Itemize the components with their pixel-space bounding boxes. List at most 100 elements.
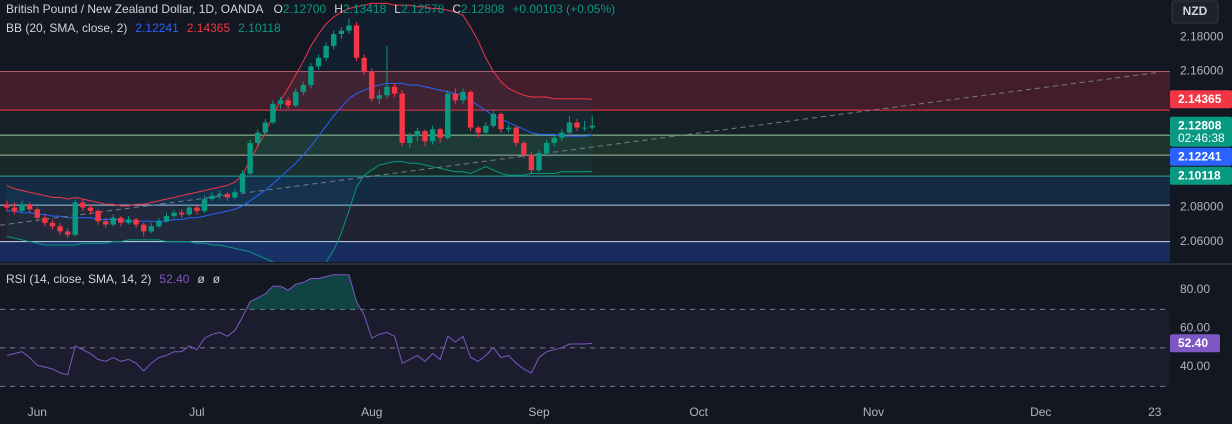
candle-body [277,100,284,104]
rsi-line [6,274,593,376]
candle-body [201,199,208,211]
candle-body [178,212,185,215]
legend-row: BB (20, SMA, close, 2) 2.12241 2.14365 2.10… [6,21,281,35]
candle-body [528,154,535,171]
candle-body [414,131,421,137]
x-tick-label: Sep [528,405,550,419]
rsi-label-box [1170,334,1220,353]
candle-body [475,127,481,133]
rsi-tick-label: 40.00 [1180,359,1210,373]
candle-body [194,207,200,211]
currency-button[interactable] [1171,0,1219,24]
candle-body [186,207,192,215]
currency: NZD [1183,4,1208,18]
candle-body [133,219,139,225]
candle-body [171,212,177,217]
bb-name: BB (20, SMA, close, 2) [6,21,127,35]
candle-body [293,91,299,106]
ohlc-value: 2.12808 [461,2,505,16]
candle-body [346,25,352,31]
candle-body [429,129,436,142]
candle-body [338,30,345,35]
rsi-name: RSI (14, close, SMA, 14, 2) [6,272,151,286]
x-tick-label: Dec [1030,405,1051,419]
candle-body [247,142,253,174]
candle-body [125,219,132,223]
price-label-box [1170,166,1232,185]
x-tick-label: 23 [1148,405,1162,419]
candle-body [581,127,588,129]
candle-body [57,226,63,232]
candle-body [209,195,215,200]
candle-body [80,202,86,208]
candle-body [49,222,56,227]
candle-body [445,93,451,138]
ohlc-key: O [273,2,282,16]
candle-body [285,100,291,106]
candle-body [467,91,474,128]
bb-value: 2.12241 [135,21,179,35]
trend-line [0,71,1161,226]
price-label: 2.12808 [1178,118,1222,132]
zone [0,205,1170,242]
candle-body [574,122,580,128]
zone [0,241,1170,262]
candle-body [536,153,542,171]
bb-upper [6,2,593,207]
ohlc-key: L [394,2,401,16]
ohlc-value: 2.13418 [343,2,387,16]
x-tick-label: Nov [863,405,884,419]
x-tick-label: Jul [189,405,204,419]
legend: British Pound / New Zealand Dollar, 1D, … [6,2,615,286]
axes: 2.18000 2.16000 2.08000 2.06000 80.00 60.00 40… [28,30,1232,419]
x-tick-label: Jun [28,405,47,419]
change: +0.00103 (+0.05%) [512,2,615,16]
ohlc-key: C [452,2,461,16]
zone [0,135,1170,156]
candle-body [300,85,307,92]
legend-row: British Pound / New Zealand Dollar, 1D, … [6,2,615,16]
candle-body [521,142,527,155]
candle-body [369,71,375,99]
y-tick-label: 2.16000 [1180,64,1224,78]
candle-body [308,66,314,86]
ohlc-key: H [334,2,343,16]
y-tick-label: 2.18000 [1180,30,1224,44]
rsi-tick-label: 60.00 [1180,321,1210,335]
candle-body [452,93,459,101]
candle-body [262,122,269,133]
candle-body [391,86,398,94]
rsi-pane [0,274,1170,387]
price-label-box [1170,116,1232,147]
price-pane [0,2,1170,262]
candle-body [72,202,78,235]
candle-body [232,192,238,198]
rsi-extra: ø [213,272,221,286]
candle-body [87,207,94,211]
candle-body [460,91,466,101]
bb-lower [6,161,593,262]
zone [0,176,1170,206]
candle-body [140,224,147,232]
candle-body [110,217,116,225]
ohlc-value: 2.12578 [401,2,445,16]
x-tick-label: Aug [361,405,382,419]
candle-body [95,210,101,222]
y-tick-label: 2.08000 [1180,200,1224,214]
candle-body [361,57,367,72]
candle-body [217,193,223,196]
candle-body [353,25,360,58]
candle-body [490,113,497,126]
candle-body [384,86,390,96]
candle-body [566,122,573,133]
candle-body [315,57,322,67]
candle-body [19,204,25,211]
price-label: 2.10118 [1178,168,1221,182]
candle-body [331,34,337,46]
candle-body [156,221,162,227]
price-label: 2.14365 [1178,92,1222,106]
ohlc-value: 2.12700 [283,2,327,16]
rsi-overbought-fill [246,274,361,310]
